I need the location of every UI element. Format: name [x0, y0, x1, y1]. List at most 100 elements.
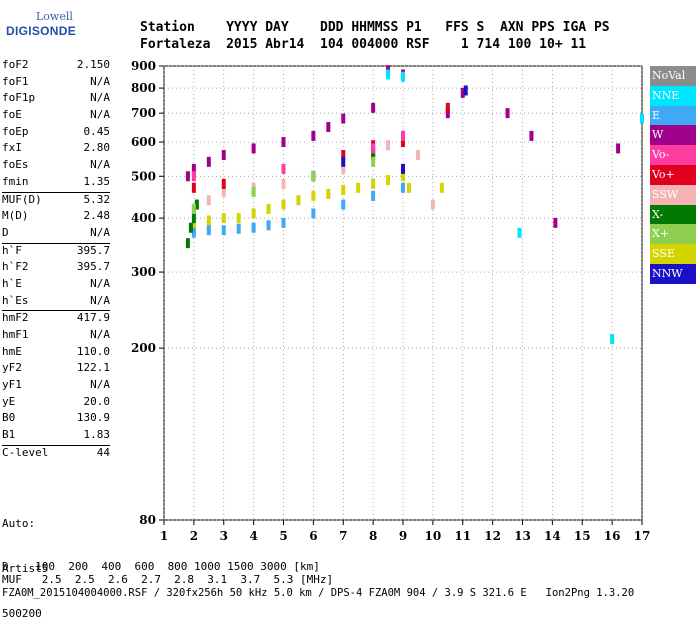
y-tick-label: 500: [131, 169, 156, 183]
echo-point: [221, 213, 226, 224]
echo-point: [553, 217, 558, 228]
echo-point: [221, 186, 226, 197]
legend-label: SSW: [652, 187, 679, 201]
echo-point: [191, 171, 196, 182]
param-value: 44: [96, 445, 110, 459]
legend-item: NNW: [650, 263, 696, 284]
param-row: foF1p N/A: [2, 91, 110, 108]
param-row: D N/A: [2, 226, 110, 244]
echo-point: [296, 195, 301, 206]
param-name: fxI: [2, 141, 22, 155]
param-row: h`F2 395.7: [2, 260, 110, 277]
echo-point: [221, 178, 226, 189]
param-name: hmF1: [2, 328, 29, 341]
echo-point: [386, 175, 391, 186]
legend-item: SSW: [650, 184, 696, 205]
param-row: yF1 N/A: [2, 378, 110, 395]
echo-point: [341, 113, 346, 124]
echo-point: [640, 113, 644, 124]
x-tick-label: 6: [309, 529, 317, 543]
echo-point: [191, 222, 196, 233]
param-value: N/A: [90, 108, 110, 122]
echo-point: [439, 182, 444, 193]
echo-point: [281, 199, 286, 210]
echo-point: [281, 163, 286, 174]
echo-point: [401, 137, 405, 148]
y-tick-label: 300: [131, 265, 156, 279]
param-name: fmin: [2, 174, 29, 188]
echo-point: [371, 178, 376, 189]
echo-point: [401, 71, 405, 82]
param-row: yE 20.0: [2, 395, 110, 412]
echo-point: [185, 171, 190, 182]
param-value: 395.7: [76, 260, 110, 274]
echo-point: [371, 191, 376, 202]
legend-item: SSE: [650, 244, 696, 264]
echo-point: [281, 217, 286, 228]
param-name: h`Es: [2, 293, 29, 307]
param-name: hmF2: [2, 311, 29, 325]
param-name: foEs: [2, 158, 29, 172]
echo-point: [401, 182, 405, 193]
echo-point: [191, 227, 196, 238]
param-row: foEp 0.45: [2, 125, 110, 142]
legend-item: E: [650, 105, 696, 126]
legend-item: Vo+: [650, 164, 696, 185]
y-tick-label: 600: [131, 135, 156, 149]
param-name: MUF(D): [2, 192, 42, 206]
param-row: hmE 110.0: [2, 345, 110, 362]
x-tick-label: 17: [634, 529, 651, 543]
x-tick-label: 8: [369, 529, 377, 543]
echo-point: [371, 156, 376, 167]
param-value: 395.7: [76, 243, 110, 257]
legend-label: SSE: [652, 247, 675, 261]
param-value: N/A: [90, 293, 110, 307]
param-name: foF1p: [2, 91, 36, 105]
param-name: B1: [2, 428, 16, 442]
echo-point: [445, 102, 450, 113]
legend-label: Vo-: [652, 148, 670, 162]
param-value: 417.9: [76, 311, 110, 325]
echo-point: [371, 102, 376, 113]
echo-point: [191, 182, 196, 193]
param-row: B1 1.83: [2, 428, 110, 446]
echo-point: [445, 108, 450, 119]
param-name: foEp: [2, 124, 29, 138]
param-row: B0 130.9: [2, 411, 110, 428]
echo-point: [236, 213, 241, 224]
param-value: 0.45: [83, 124, 111, 138]
echo-point: [341, 163, 346, 174]
auto-label: Auto:: [2, 517, 36, 530]
logo-line2: DIGISONDE: [6, 24, 77, 38]
param-value: N/A: [90, 158, 110, 172]
y-tick-label: 200: [131, 341, 156, 355]
param-row: foEs N/A: [2, 158, 110, 175]
x-tick-label: 13: [514, 529, 531, 543]
legend-label: NoVal: [652, 69, 686, 82]
auto-program: Artist5: [2, 562, 49, 575]
echo-point: [610, 333, 615, 344]
echo-point: [206, 195, 211, 206]
echo-point: [415, 149, 420, 160]
param-value: 2.48: [83, 209, 111, 223]
echo-point: [341, 184, 346, 195]
echo-point: [386, 69, 391, 80]
echo-point: [251, 208, 256, 219]
param-value: 122.1: [76, 361, 110, 375]
legend-item: X+: [650, 224, 696, 245]
param-name: B0: [2, 411, 16, 425]
param-name: h`F: [2, 243, 22, 257]
echo-point: [236, 223, 241, 234]
param-name: foE: [2, 108, 22, 122]
param-name: M(D): [2, 209, 29, 223]
x-tick-label: 9: [399, 529, 407, 543]
echo-point: [221, 149, 226, 160]
echo-point: [251, 186, 256, 197]
echo-point: [430, 199, 435, 210]
echo-point: [185, 238, 190, 249]
echo-point: [266, 220, 271, 231]
echo-point: [386, 140, 391, 151]
legend-label: NNW: [652, 266, 683, 280]
param-value: 5.32: [83, 192, 111, 206]
param-name: yF1: [2, 378, 22, 392]
